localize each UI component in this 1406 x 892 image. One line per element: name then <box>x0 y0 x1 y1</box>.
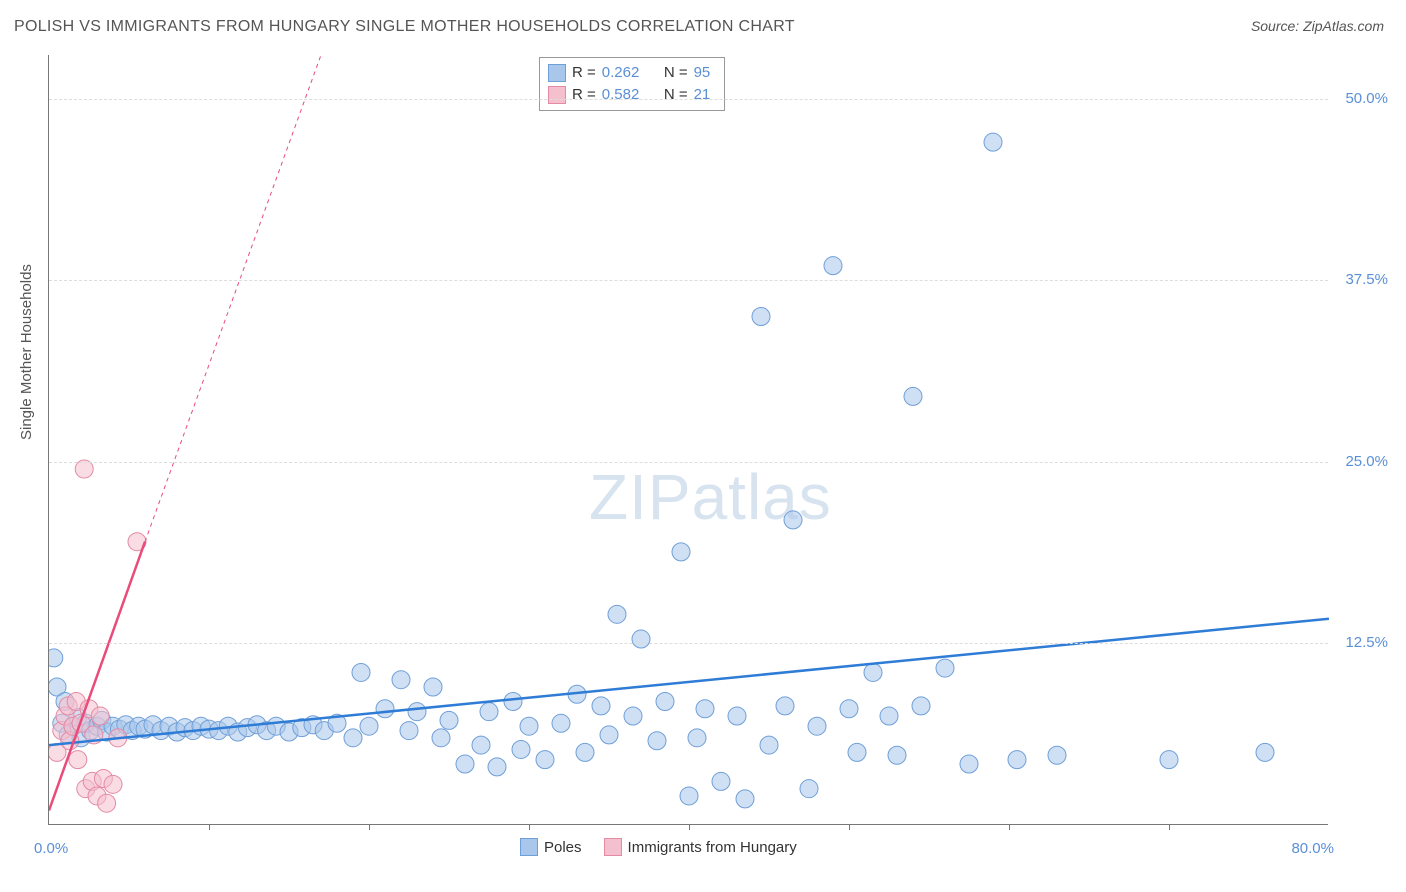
stats-row: R = 0.262 N = 95 <box>548 62 710 84</box>
legend-swatch <box>604 838 622 856</box>
data-point <box>800 780 818 798</box>
data-point <box>576 743 594 761</box>
data-point <box>760 736 778 754</box>
data-point <box>1008 751 1026 769</box>
y-axis-label: Single Mother Households <box>18 264 35 440</box>
data-point <box>91 707 109 725</box>
data-point <box>432 729 450 747</box>
chart-title: POLISH VS IMMIGRANTS FROM HUNGARY SINGLE… <box>14 18 795 36</box>
data-point <box>960 755 978 773</box>
trend-line <box>49 619 1329 745</box>
data-point <box>504 693 522 711</box>
data-point <box>776 697 794 715</box>
legend-label: Poles <box>544 839 582 856</box>
data-point <box>344 729 362 747</box>
data-point <box>104 775 122 793</box>
legend-item: Poles <box>520 838 582 856</box>
data-point <box>656 693 674 711</box>
data-point <box>1160 751 1178 769</box>
data-point <box>680 787 698 805</box>
data-point <box>648 732 666 750</box>
data-point <box>552 714 570 732</box>
data-point <box>632 630 650 648</box>
legend-swatch <box>548 86 566 104</box>
y-tick-label: 50.0% <box>1345 90 1388 107</box>
gridline <box>49 462 1328 463</box>
x-tick <box>849 824 850 830</box>
x-tick <box>369 824 370 830</box>
data-point <box>488 758 506 776</box>
data-point <box>424 678 442 696</box>
gridline <box>49 643 1328 644</box>
legend-swatch <box>548 64 566 82</box>
data-point <box>784 511 802 529</box>
data-point <box>912 697 930 715</box>
data-point <box>360 717 378 735</box>
data-point <box>752 308 770 326</box>
bottom-legend: Poles Immigrants from Hungary <box>520 838 797 856</box>
trend-line <box>145 55 321 542</box>
data-point <box>376 700 394 718</box>
data-point <box>352 663 370 681</box>
data-point <box>880 707 898 725</box>
data-point <box>592 697 610 715</box>
data-point <box>864 663 882 681</box>
data-point <box>712 772 730 790</box>
x-tick <box>1009 824 1010 830</box>
data-point <box>904 387 922 405</box>
data-point <box>888 746 906 764</box>
data-point <box>824 257 842 275</box>
data-point <box>808 717 826 735</box>
y-tick-label: 12.5% <box>1345 634 1388 651</box>
y-tick-label: 25.0% <box>1345 453 1388 470</box>
data-point <box>480 703 498 721</box>
stats-row: R = 0.582 N = 21 <box>548 84 710 106</box>
legend-item: Immigrants from Hungary <box>604 838 797 856</box>
data-point <box>408 703 426 721</box>
data-point <box>1256 743 1274 761</box>
x-tick <box>689 824 690 830</box>
legend-swatch <box>520 838 538 856</box>
data-point <box>440 711 458 729</box>
data-point <box>1048 746 1066 764</box>
stats-legend-box: R = 0.262 N = 95 R = 0.582 N = 21 <box>539 57 725 111</box>
x-tick <box>1169 824 1170 830</box>
data-point <box>936 659 954 677</box>
data-point <box>98 794 116 812</box>
data-point <box>400 722 418 740</box>
data-point <box>600 726 618 744</box>
data-point <box>512 740 530 758</box>
data-point <box>392 671 410 689</box>
data-point <box>49 649 63 667</box>
gridline <box>49 280 1328 281</box>
x-axis-max-label: 80.0% <box>1291 840 1334 857</box>
data-point <box>456 755 474 773</box>
data-point <box>520 717 538 735</box>
data-point <box>624 707 642 725</box>
data-point <box>984 133 1002 151</box>
gridline <box>49 99 1328 100</box>
chart-svg <box>49 55 1329 825</box>
x-tick <box>529 824 530 830</box>
data-point <box>728 707 746 725</box>
data-point <box>736 790 754 808</box>
data-point <box>840 700 858 718</box>
x-tick <box>209 824 210 830</box>
data-point <box>472 736 490 754</box>
data-point <box>608 605 626 623</box>
data-point <box>848 743 866 761</box>
y-tick-label: 37.5% <box>1345 271 1388 288</box>
x-axis-min-label: 0.0% <box>34 840 68 857</box>
data-point <box>672 543 690 561</box>
legend-label: Immigrants from Hungary <box>628 839 797 856</box>
data-point <box>69 751 87 769</box>
data-point <box>688 729 706 747</box>
trend-line <box>49 542 145 811</box>
source-attribution: Source: ZipAtlas.com <box>1251 18 1384 34</box>
scatter-plot: ZIPatlas R = 0.262 N = 95 R = 0.582 N = … <box>48 55 1328 825</box>
data-point <box>696 700 714 718</box>
data-point <box>536 751 554 769</box>
